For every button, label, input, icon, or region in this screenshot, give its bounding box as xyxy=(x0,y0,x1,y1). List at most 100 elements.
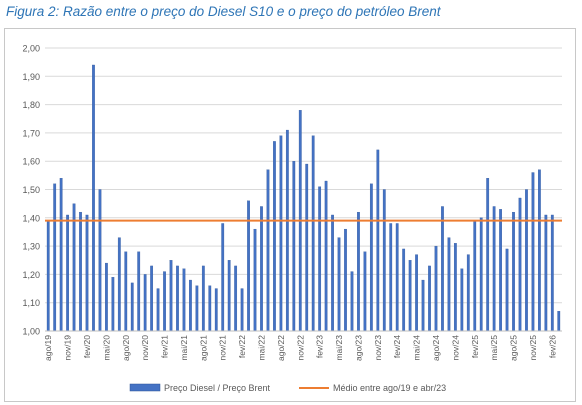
bar xyxy=(512,211,515,332)
x-tick-label: mai/24 xyxy=(412,335,422,361)
bar xyxy=(369,183,373,332)
bar xyxy=(266,169,270,332)
bar xyxy=(389,223,393,332)
bar xyxy=(46,220,50,332)
bar xyxy=(415,254,418,332)
bar xyxy=(292,161,296,332)
y-tick-label: 1,90 xyxy=(22,72,40,82)
y-axis-ticks: 1,00 1,10 1,20 1,30 1,40 1,50 1,60 1,70 1,80 1,90… xyxy=(22,44,40,337)
bar xyxy=(402,248,406,332)
x-tick-label: nov/23 xyxy=(373,335,383,361)
bar xyxy=(53,183,57,332)
x-tick-label: ago/24 xyxy=(431,335,441,361)
bar xyxy=(544,214,548,332)
bar xyxy=(376,149,380,332)
bar xyxy=(124,251,128,332)
x-tick-label: ago/21 xyxy=(198,335,208,361)
bar xyxy=(163,271,166,332)
bar xyxy=(92,64,95,332)
bar xyxy=(195,285,199,332)
bar xyxy=(408,260,412,332)
x-tick-label: nov/25 xyxy=(528,335,538,361)
bar xyxy=(344,228,347,332)
bar xyxy=(441,206,444,332)
bar xyxy=(324,180,328,332)
bar xyxy=(72,203,76,332)
bar xyxy=(137,251,141,332)
bar xyxy=(279,135,283,332)
x-tick-label: fev/20 xyxy=(82,335,92,358)
bar xyxy=(240,288,244,332)
bar xyxy=(305,163,309,332)
x-tick-label: fev/23 xyxy=(315,335,325,358)
x-axis: ago/19 nov/19 fev/20 mai/20 ago/20 nov/20 fev/… xyxy=(43,330,562,361)
chart-svg: 1,00 1,10 1,20 1,30 1,40 1,50 1,60 1,70 1,80 1,90… xyxy=(22,44,562,393)
bar xyxy=(176,265,179,332)
y-tick-label: 1,10 xyxy=(22,298,40,308)
bar xyxy=(150,265,154,332)
bars xyxy=(46,64,561,332)
bar xyxy=(518,197,522,332)
bar xyxy=(395,223,399,332)
bar xyxy=(331,214,334,332)
legend-label-average: Médio entre ago/19 e abr/23 xyxy=(333,383,446,393)
bar xyxy=(318,186,322,332)
bar xyxy=(421,279,425,332)
bar xyxy=(492,206,496,332)
x-tick-label: fev/22 xyxy=(237,335,247,358)
bar xyxy=(357,211,360,332)
bar xyxy=(117,237,121,332)
bar xyxy=(525,189,528,332)
x-tick-label: fev/26 xyxy=(547,335,557,358)
bar xyxy=(428,265,431,332)
x-tick-label: fev/21 xyxy=(160,335,170,358)
x-tick-label: nov/21 xyxy=(218,335,228,361)
legend: Preço Diesel / Preço Brent Médio entre ag… xyxy=(129,383,446,393)
y-tick-label: 1,60 xyxy=(22,157,40,167)
bar xyxy=(557,311,561,332)
bar xyxy=(227,260,231,332)
bar xyxy=(434,245,438,332)
bar xyxy=(460,268,464,332)
bar xyxy=(285,129,289,332)
y-tick-label: 2,00 xyxy=(22,44,40,54)
y-tick-label: 1,20 xyxy=(22,270,40,280)
y-tick-label: 1,00 xyxy=(22,327,40,337)
grid-lines xyxy=(45,47,562,332)
x-tick-label: ago/22 xyxy=(276,335,286,361)
bar xyxy=(221,223,225,332)
x-tick-label: ago/25 xyxy=(509,335,519,361)
chart-frame: 1,00 1,10 1,20 1,30 1,40 1,50 1,60 1,70 1,80 1,90… xyxy=(4,28,576,402)
bar xyxy=(486,178,490,332)
x-tick-label: ago/20 xyxy=(121,335,131,361)
bar xyxy=(253,228,257,332)
bar xyxy=(169,260,173,332)
x-tick-label: nov/19 xyxy=(63,335,73,361)
legend-swatch-bars xyxy=(129,383,161,392)
y-tick-label: 1,80 xyxy=(22,100,40,110)
bar xyxy=(98,189,102,332)
bar xyxy=(85,214,89,332)
bar xyxy=(382,189,386,332)
bar xyxy=(363,251,367,332)
bar xyxy=(143,274,147,332)
chart-title: Figura 2: Razão entre o preço do Diesel … xyxy=(6,4,441,19)
bar xyxy=(505,248,509,332)
bar xyxy=(479,217,483,332)
bar xyxy=(550,214,554,332)
bar xyxy=(453,243,457,332)
x-tick-label: mai/22 xyxy=(256,335,266,361)
bar xyxy=(273,141,276,332)
x-tick-label: nov/22 xyxy=(295,335,305,361)
bar xyxy=(337,237,341,332)
bar xyxy=(79,211,82,332)
bar xyxy=(531,172,535,332)
y-tick-label: 1,70 xyxy=(22,128,40,138)
y-tick-label: 1,50 xyxy=(22,185,40,195)
y-tick-label: 1,40 xyxy=(22,213,40,223)
x-tick-label: mai/21 xyxy=(179,335,189,361)
x-tick-label: ago/19 xyxy=(43,335,53,361)
x-tick-label: nov/20 xyxy=(140,335,150,361)
x-tick-label: mai/25 xyxy=(489,335,499,361)
x-tick-label: ago/23 xyxy=(353,335,363,361)
